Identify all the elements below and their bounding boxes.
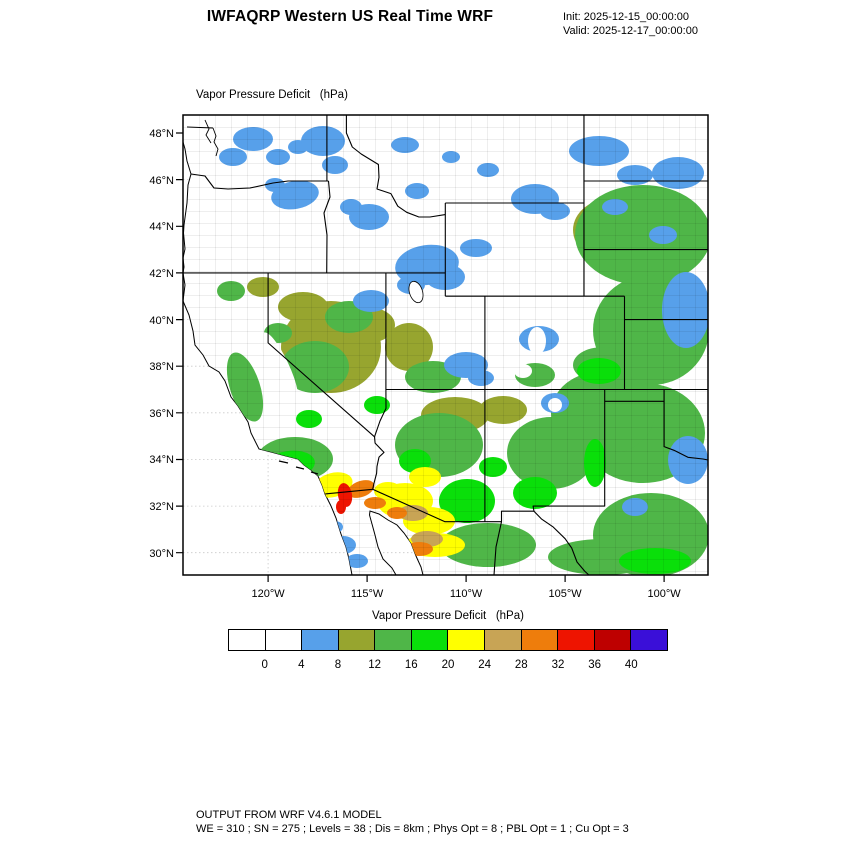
inland-waters <box>186 119 319 475</box>
lat-tick-label: 42°N <box>149 268 174 280</box>
colorbar-tick-label: 20 <box>441 659 455 671</box>
lon-tick-label: 105°W <box>549 588 583 600</box>
lat-tick-label: 30°N <box>149 548 174 560</box>
lon-tick-label: 120°W <box>252 588 286 600</box>
colorbar-box <box>520 629 559 651</box>
colorbar-tick-label: 28 <box>514 659 528 671</box>
colorbar-box <box>447 629 486 651</box>
lat-tick-label: 32°N <box>149 501 174 513</box>
field-label: Vapor Pressure Deficit (hPa) <box>196 89 348 101</box>
lat-tick-label: 40°N <box>149 315 174 327</box>
lat-tick-label: 46°N <box>149 175 174 187</box>
lat-tick-label: 36°N <box>149 408 174 420</box>
colorbar-box <box>264 629 303 651</box>
lat-tick-label: 38°N <box>149 361 174 373</box>
colorbar <box>228 629 668 651</box>
colorbar-box <box>301 629 339 651</box>
lon-tick-marks <box>267 575 665 582</box>
lon-tick-label: 115°W <box>351 588 384 600</box>
colorbar-box <box>593 629 632 651</box>
valid-time-label: Valid: 2025-12-17_00:00:00 <box>563 24 698 37</box>
colorbar-tick-label: 24 <box>478 659 492 671</box>
colorbar-box <box>484 629 522 651</box>
lat-tick-label: 48°N <box>149 128 174 140</box>
colorbar-tick-label: 12 <box>368 659 382 671</box>
colorbar-tick-label: 32 <box>551 659 565 671</box>
colorbar-box <box>228 629 266 651</box>
colorbar-box <box>557 629 595 651</box>
colorbar-tick-label: 16 <box>404 659 418 671</box>
lat-tick-label: 44°N <box>149 221 174 233</box>
footer-model-line: OUTPUT FROM WRF V4.6.1 MODEL <box>196 809 382 821</box>
colorbar-box <box>410 629 449 651</box>
colorbar-title: Vapor Pressure Deficit (hPa) <box>372 610 524 622</box>
lat-tick-marks <box>176 132 183 554</box>
footer-config-line: WE = 310 ; SN = 275 ; Levels = 38 ; Dis … <box>196 823 629 835</box>
county-boundaries-texture <box>183 115 708 575</box>
colorbar-tick-label: 40 <box>624 659 638 671</box>
lat-tick-label: 34°N <box>149 454 174 466</box>
vpd-filled-contours <box>183 115 708 575</box>
page-title: IWFAQRP Western US Real Time WRF <box>206 8 494 25</box>
colorbar-tick-label: 8 <box>334 659 342 671</box>
lon-axis-labels: 120°W 115°W 110°W 105°W 100°W <box>252 588 682 600</box>
colorbar-box <box>374 629 412 651</box>
colorbar-box <box>337 629 376 651</box>
lon-tick-label: 100°W <box>648 588 682 600</box>
plot-frame <box>182 114 709 576</box>
init-time-label: Init: 2025-12-15_00:00:00 <box>563 11 689 23</box>
great-salt-lake <box>408 280 424 304</box>
state-borders <box>183 115 709 576</box>
colorbar-tick-label: 36 <box>588 659 602 671</box>
colorbar-tick-label: 0 <box>261 659 268 671</box>
colorbar-box <box>630 629 668 651</box>
map-plot: 48°N 46°N 44°N 42°N 40°N 38°N 36°N 34°N … <box>149 114 709 600</box>
lon-tick-label: 110°W <box>450 588 483 600</box>
colorbar-tick-label: 4 <box>298 659 305 671</box>
run-times: Init: 2025-12-15_00:00:00 Valid: 2025-12… <box>563 11 698 38</box>
lat-axis-labels: 48°N 46°N 44°N 42°N 40°N 38°N 36°N 34°N … <box>149 128 174 560</box>
